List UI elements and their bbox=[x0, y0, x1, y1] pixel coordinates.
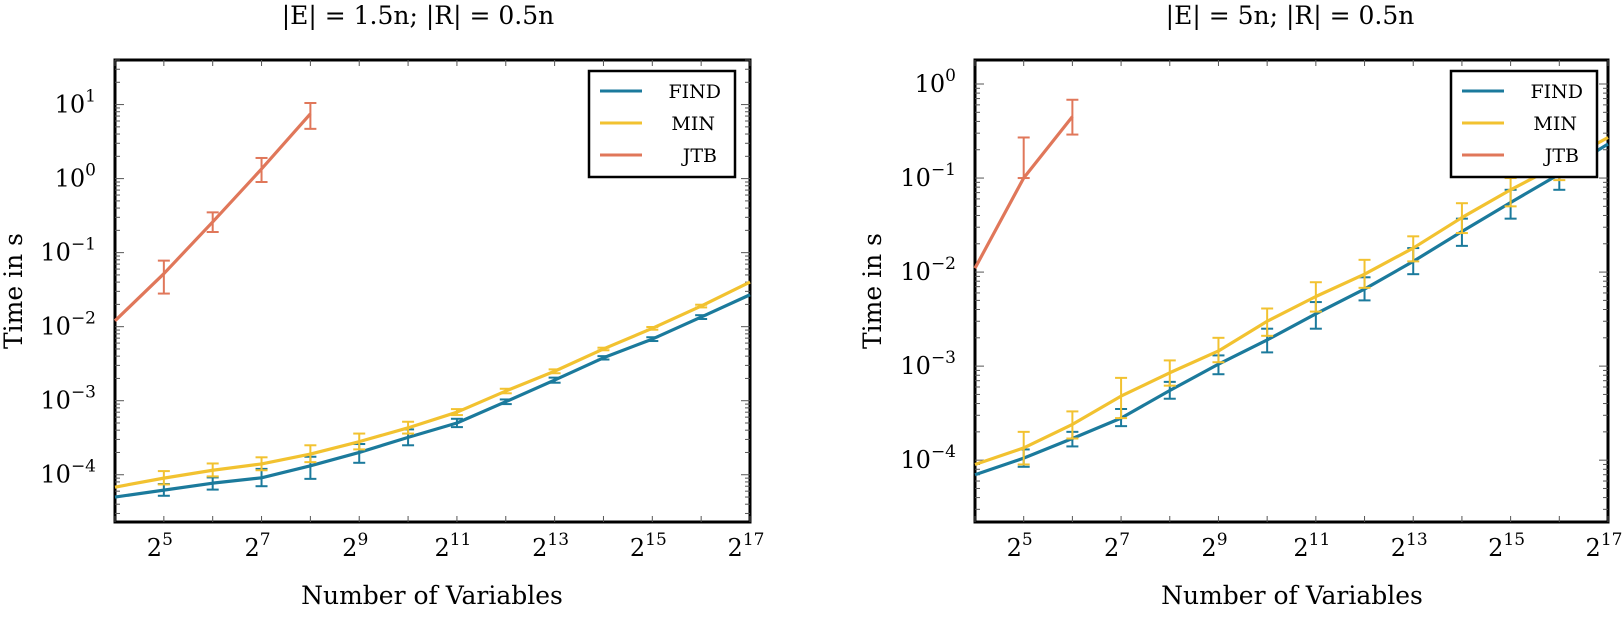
y-tick-label: 10−3 bbox=[900, 348, 956, 380]
y-tick-label: 100 bbox=[55, 161, 96, 193]
x-tick-label: 217 bbox=[1586, 530, 1623, 562]
series-find-line bbox=[115, 295, 750, 497]
x-tick-label: 211 bbox=[1293, 530, 1330, 562]
panel-right-y-tick-labels: 10−4 10−3 10−2 10−1 100 bbox=[900, 66, 956, 474]
y-tick-label: 10−2 bbox=[900, 254, 956, 286]
series-min-errorbar bbox=[597, 348, 609, 351]
x-tick-label: 25 bbox=[147, 530, 173, 562]
series-min-line bbox=[975, 137, 1608, 464]
panel-right-y-axis-label: Time in s bbox=[858, 233, 887, 349]
x-tick-label: 211 bbox=[434, 530, 471, 562]
series-find-errorbar bbox=[500, 399, 512, 404]
y-tick-label: 10−1 bbox=[900, 160, 956, 192]
y-tick-label: 10−2 bbox=[40, 309, 96, 341]
legend-find-label: FIND bbox=[668, 81, 721, 103]
x-tick-label: 27 bbox=[1104, 530, 1130, 562]
panel-right-title: |E| = 5n; |R| = 0.5n bbox=[1166, 1, 1415, 31]
x-tick-label: 29 bbox=[1201, 530, 1227, 562]
x-tick-label: 27 bbox=[244, 530, 270, 562]
y-tick-label: 100 bbox=[915, 66, 956, 98]
panel-left-y-tick-labels: 10−4 10−3 10−2 10−1 100 101 bbox=[40, 87, 96, 489]
legend-find-label: FIND bbox=[1530, 81, 1583, 103]
x-tick-label: 217 bbox=[728, 530, 765, 562]
panel-right-legend: FIND MIN JTB bbox=[1451, 71, 1597, 177]
series-min-line bbox=[115, 282, 750, 487]
series-find-errorbar bbox=[695, 315, 707, 319]
series-min-errorbar bbox=[695, 305, 707, 308]
x-tick-label: 215 bbox=[1488, 530, 1525, 562]
panel-left-title: |E| = 1.5n; |R| = 0.5n bbox=[282, 1, 555, 31]
legend-min-label: MIN bbox=[1533, 113, 1577, 135]
panel-right: |E| = 5n; |R| = 0.5n 10−4 10−3 10−2 10−1 100… bbox=[858, 1, 1622, 610]
y-tick-label: 10−4 bbox=[900, 442, 956, 474]
panel-right-x-tick-labels: 25 27 29 211 213 215 217 bbox=[1007, 530, 1623, 562]
y-tick-label: 10−1 bbox=[40, 235, 96, 267]
panel-right-x-axis-label: Number of Variables bbox=[1161, 581, 1423, 610]
x-tick-label: 213 bbox=[532, 530, 569, 562]
x-tick-label: 25 bbox=[1007, 530, 1033, 562]
legend-min-label: MIN bbox=[671, 113, 715, 135]
series-min-errorbar bbox=[646, 327, 658, 330]
panel-left-x-axis-label: Number of Variables bbox=[301, 581, 563, 610]
series-find-errorbar bbox=[549, 378, 561, 383]
series-min-errorbar bbox=[1359, 260, 1371, 288]
series-jtb-errorbar bbox=[1066, 100, 1078, 135]
x-tick-label: 29 bbox=[342, 530, 368, 562]
panel-left-x-tick-labels: 25 27 29 211 213 215 217 bbox=[147, 530, 765, 562]
series-jtb-errorbar bbox=[256, 158, 268, 182]
y-tick-label: 10−3 bbox=[40, 383, 96, 415]
x-tick-label: 213 bbox=[1391, 530, 1428, 562]
panel-left-legend: FIND MIN JTB bbox=[589, 71, 735, 177]
y-tick-label: 101 bbox=[55, 87, 96, 119]
series-jtb-errorbar bbox=[304, 103, 316, 129]
y-tick-label: 10−4 bbox=[40, 457, 96, 489]
panel-left-y-axis-label: Time in s bbox=[0, 233, 28, 349]
legend-jtb-label: JTB bbox=[1543, 145, 1579, 167]
panel-left: |E| = 1.5n; |R| = 0.5n 10−410−310−210−11… bbox=[0, 1, 764, 610]
legend-jtb-label: JTB bbox=[681, 145, 717, 167]
x-tick-label: 215 bbox=[630, 530, 667, 562]
